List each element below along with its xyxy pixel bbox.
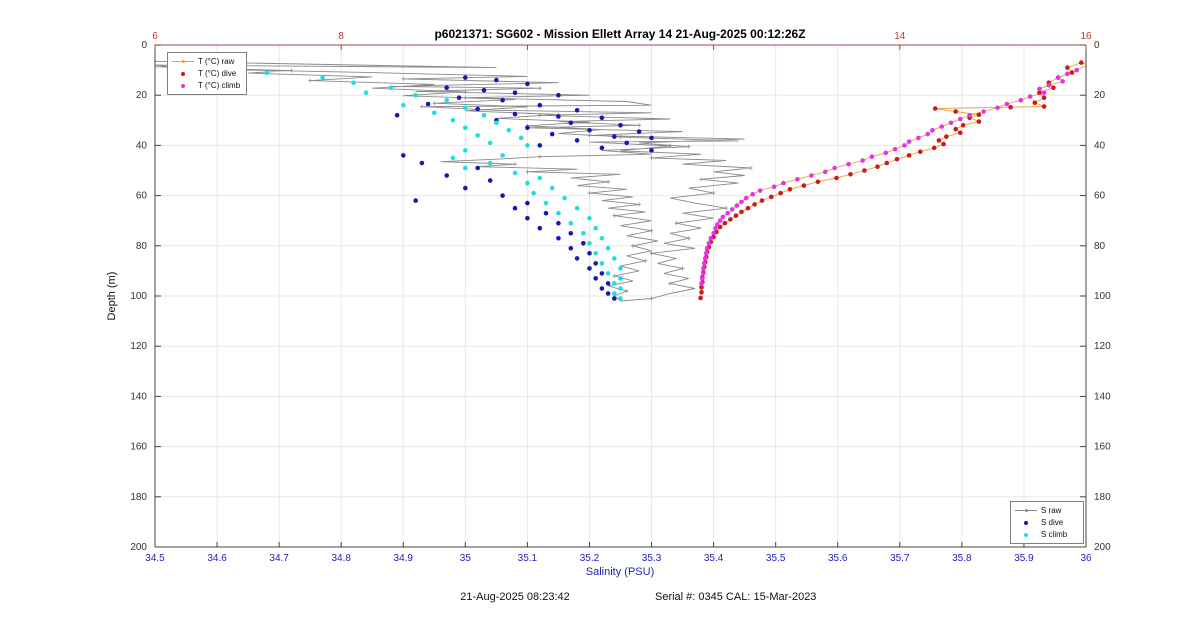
legend-label: T (°C) climb (198, 81, 241, 90)
depth-tick-label-left: 60 (136, 191, 148, 202)
legend-label: T (°C) dive (198, 69, 237, 78)
footer-serial: Serial #: 0345 CAL: 15-Mar-2023 (655, 591, 817, 603)
sal-tick-label: 35.5 (766, 553, 786, 564)
sal-tick-label: 35 (460, 553, 472, 564)
depth-tick-label-right: 140 (1094, 391, 1111, 402)
legend-label: T (°C) raw (198, 57, 235, 66)
legend-item-t-dive: T (°C) dive (172, 68, 240, 79)
chart-title: p6021371: SG602 - Mission Ellett Array 1… (430, 27, 810, 41)
temp-tick-label: 8 (338, 31, 344, 42)
depth-tick-label-right: 0 (1094, 40, 1100, 51)
depth-tick-label-left: 20 (136, 90, 148, 101)
sal-tick-label: 34.7 (269, 553, 289, 564)
s-climb-dot-swatch-icon (1015, 532, 1037, 537)
temp-tick-label: 14 (894, 31, 906, 42)
temp-tick-label: 16 (1080, 31, 1092, 42)
sal-tick-label: 35.1 (518, 553, 538, 564)
legend-item-s-climb: S climb (1015, 529, 1077, 540)
legend-item-s-raw: S raw (1015, 505, 1077, 516)
legend-salinity: S raw S dive S climb (1010, 501, 1084, 544)
s-dive-dot-swatch-icon (1015, 520, 1037, 525)
sal-tick-label: 34.5 (145, 553, 165, 564)
series-t-climb (699, 67, 1079, 286)
legend-label: S dive (1041, 518, 1064, 527)
legend-label: S raw (1041, 506, 1062, 515)
depth-tick-label-left: 0 (141, 40, 147, 51)
depth-tick-label-right: 120 (1094, 341, 1111, 352)
depth-tick-label-left: 40 (136, 140, 148, 151)
y-axis-label: Depth (m) (106, 271, 118, 321)
depth-tick-label-right: 100 (1094, 291, 1111, 302)
legend-label: S climb (1041, 530, 1068, 539)
sal-tick-label: 35.9 (1014, 553, 1034, 564)
depth-tick-label-left: 200 (130, 542, 147, 553)
depth-tick-label-right: 40 (1094, 140, 1106, 151)
s-raw-line-swatch-icon (1015, 509, 1037, 512)
series-s-dive (394, 75, 654, 301)
legend-item-t-raw: T (°C) raw (172, 56, 240, 67)
sal-tick-label: 35.3 (642, 553, 662, 564)
depth-tick-label-right: 200 (1094, 542, 1111, 553)
depth-tick-label-left: 140 (130, 391, 147, 402)
depth-tick-label-left: 160 (130, 442, 147, 453)
depth-tick-label-left: 120 (130, 341, 147, 352)
depth-tick-label-left: 80 (136, 241, 148, 252)
series-t-raw (699, 62, 1086, 299)
sal-tick-label: 35.2 (580, 553, 600, 564)
x-axis-label: Salinity (PSU) (585, 566, 655, 578)
sal-tick-label: 35.4 (704, 553, 724, 564)
t-dive-dot-swatch-icon (172, 71, 194, 76)
sal-tick-label: 34.8 (331, 553, 351, 564)
depth-tick-label-left: 180 (130, 492, 147, 503)
sal-tick-label: 36 (1080, 553, 1092, 564)
temp-tick-label: 6 (152, 31, 158, 42)
t-climb-dot-swatch-icon (172, 83, 194, 88)
depth-tick-label-left: 100 (130, 291, 147, 302)
depth-tick-label-right: 160 (1094, 442, 1111, 453)
series-t-dive (698, 60, 1084, 301)
series-s-climb (264, 70, 623, 301)
footer-timestamp: 21-Aug-2025 08:23:42 (460, 591, 570, 603)
legend-item-t-climb: T (°C) climb (172, 80, 240, 91)
t-raw-line-swatch-icon (172, 60, 194, 63)
sal-tick-label: 34.9 (394, 553, 414, 564)
sal-tick-label: 35.6 (828, 553, 848, 564)
legend-item-s-dive: S dive (1015, 517, 1077, 528)
depth-tick-label-right: 20 (1094, 90, 1106, 101)
sal-tick-label: 34.6 (207, 553, 227, 564)
depth-tick-label-right: 60 (1094, 191, 1106, 202)
sal-tick-label: 35.7 (890, 553, 910, 564)
depth-tick-label-right: 180 (1094, 492, 1111, 503)
legend-temperature: T (°C) raw T (°C) dive T (°C) climb (167, 52, 248, 95)
sal-tick-label: 35.8 (952, 553, 972, 564)
depth-tick-label-right: 80 (1094, 241, 1106, 252)
